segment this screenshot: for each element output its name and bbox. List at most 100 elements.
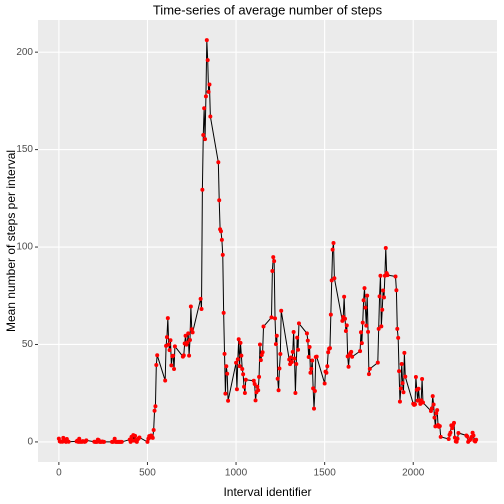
point [430, 394, 435, 399]
point [163, 378, 168, 383]
point [450, 426, 455, 431]
point [225, 371, 230, 376]
point [359, 341, 364, 346]
point [224, 364, 229, 369]
point [257, 342, 262, 347]
point [276, 388, 281, 393]
point [435, 408, 440, 413]
point [344, 323, 349, 328]
point [331, 240, 336, 245]
point [217, 198, 222, 203]
point [272, 259, 277, 264]
point [188, 304, 193, 309]
point [403, 374, 408, 379]
point [327, 346, 332, 351]
point [168, 338, 173, 343]
point [375, 360, 380, 365]
point [137, 435, 142, 440]
point [172, 367, 177, 372]
point [294, 361, 299, 366]
point [226, 398, 231, 403]
point [201, 132, 206, 137]
point [112, 436, 117, 441]
point [278, 352, 283, 357]
point [380, 307, 385, 312]
point [238, 340, 243, 345]
point [273, 342, 278, 347]
point [395, 326, 400, 331]
point [343, 329, 348, 334]
point [203, 137, 208, 142]
point [312, 406, 317, 411]
point [364, 323, 369, 328]
point [216, 160, 221, 165]
point [277, 366, 282, 371]
point [342, 294, 347, 299]
point [199, 307, 204, 312]
point [420, 376, 425, 381]
point [164, 335, 169, 340]
point [271, 255, 276, 260]
point [360, 320, 365, 325]
point [451, 420, 456, 425]
point [448, 430, 453, 435]
point [239, 353, 244, 358]
point [207, 82, 212, 87]
point [234, 387, 239, 392]
point [258, 358, 263, 363]
point [378, 273, 383, 278]
x-axis-label: Interval identifier [223, 485, 311, 499]
point [455, 436, 460, 441]
y-tick-label: 200 [16, 47, 33, 58]
point [269, 315, 274, 320]
point [358, 330, 363, 335]
point [166, 342, 171, 347]
point [291, 330, 296, 335]
point [153, 404, 158, 409]
point [145, 439, 150, 444]
point [310, 358, 315, 363]
y-tick-label: 150 [16, 144, 33, 155]
point [474, 437, 479, 442]
point [324, 370, 329, 375]
point [167, 348, 172, 353]
point [187, 338, 192, 343]
point [432, 415, 437, 420]
x-tick-label: 500 [139, 468, 156, 479]
point [234, 360, 239, 365]
point [471, 433, 476, 438]
point [288, 355, 293, 360]
point [326, 350, 331, 355]
point [204, 38, 209, 43]
point [242, 391, 247, 396]
point [434, 411, 439, 416]
point [202, 106, 207, 111]
point [401, 390, 406, 395]
point [296, 347, 301, 352]
point [437, 424, 442, 429]
point [208, 114, 213, 119]
point [155, 353, 160, 358]
point [446, 437, 451, 442]
point [366, 329, 371, 334]
point [241, 372, 246, 377]
point [304, 331, 309, 336]
point [399, 361, 404, 366]
point [255, 384, 260, 389]
point [394, 288, 399, 293]
y-tick-label: 100 [16, 242, 33, 253]
point [279, 308, 284, 313]
point [376, 326, 381, 331]
point [416, 386, 421, 391]
point [290, 349, 295, 354]
y-axis-label: Mean number of steps per interval [4, 150, 18, 332]
point [397, 399, 402, 404]
point [152, 408, 157, 413]
point [398, 386, 403, 391]
chart-title: Time-series of average number of steps [153, 2, 383, 17]
point [362, 286, 367, 291]
point [349, 349, 354, 354]
point [358, 349, 363, 354]
point [429, 406, 434, 411]
point [240, 367, 245, 372]
